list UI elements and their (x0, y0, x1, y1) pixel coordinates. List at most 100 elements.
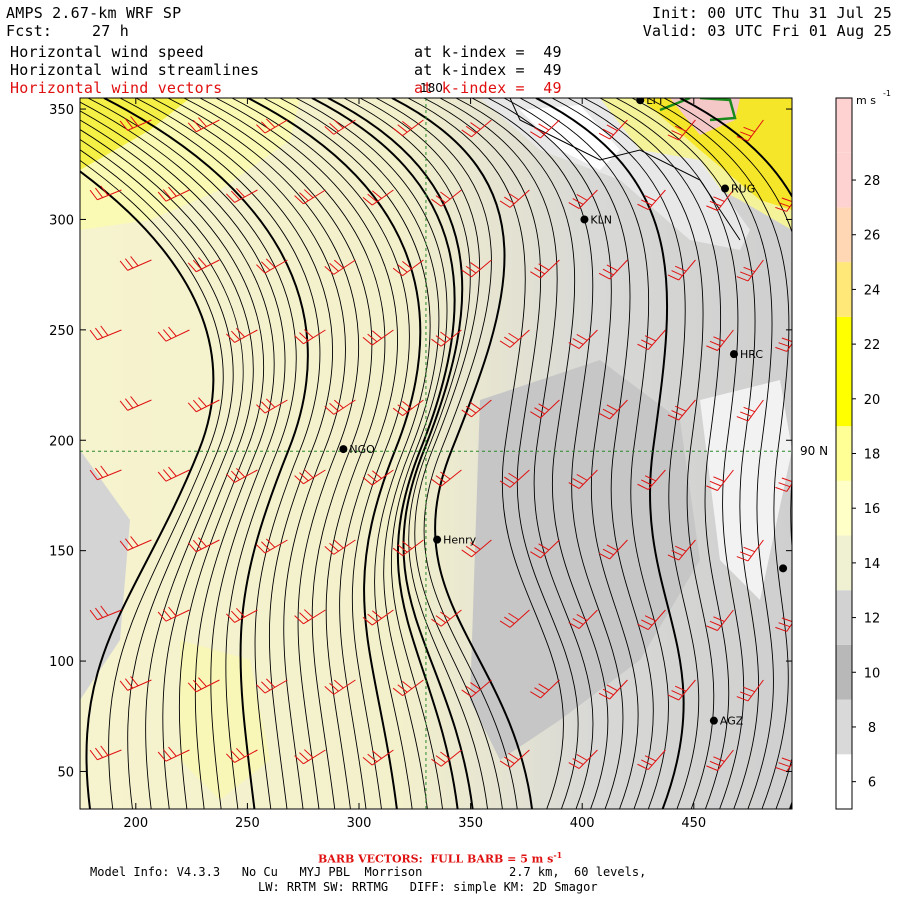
valid-time: Valid: 03 UTC Fri 01 Aug 25 (642, 22, 892, 40)
streamline (103, 98, 309, 809)
streamline (167, 98, 359, 809)
y-tick-label: 350 (49, 103, 74, 118)
wind-barb (225, 187, 258, 203)
colorbar-bin (836, 371, 852, 427)
x-tick-label: 350 (458, 816, 483, 831)
streamline (311, 98, 459, 809)
station-marker (709, 716, 718, 725)
streamline (199, 98, 386, 809)
stations: LTT RUG KLN HRC NGO Henry AGZ (339, 98, 788, 728)
colorbar-label: 24 (864, 283, 881, 298)
wind-barb (225, 607, 258, 623)
field-wind-speed-name: Horizontal wind speed (10, 43, 204, 61)
colorbar-label: 14 (864, 557, 881, 572)
streamline (663, 98, 792, 809)
wind-barb (530, 259, 560, 279)
wind-barb (187, 537, 220, 553)
station-label: Henry (443, 534, 477, 547)
y-tick-label: 300 (49, 213, 74, 228)
wind-barb (667, 399, 696, 421)
model-title: AMPS 2.67-km WRF SP (6, 4, 182, 22)
station-marker (779, 564, 788, 573)
station-label: HRC (740, 348, 763, 361)
wind-barb (667, 259, 696, 281)
y-tick-label: 200 (49, 434, 74, 449)
y-tick-label: 50 (57, 765, 74, 780)
wind-barb (530, 679, 560, 699)
colorbar-label: 18 (864, 448, 881, 463)
streamline (535, 98, 685, 809)
wind-barb (187, 117, 220, 133)
field-streamlines-name: Horizontal wind streamlines (10, 61, 260, 79)
streamline (247, 98, 422, 809)
wind-barb (157, 606, 190, 622)
streamlines (80, 98, 792, 809)
station-marker (339, 445, 348, 454)
streamline (80, 119, 264, 809)
station-marker (636, 98, 645, 105)
wind-barb (187, 257, 220, 273)
wind-barb (706, 329, 734, 351)
wind-barb (431, 749, 462, 767)
x-tick-label: 300 (347, 816, 372, 831)
wind-barb (431, 609, 462, 627)
wind-barb (119, 536, 152, 551)
colorbar-label: 8 (868, 721, 876, 736)
colorbar-label: 16 (864, 502, 881, 517)
streamline (407, 98, 564, 809)
streamline (567, 98, 715, 809)
wind-barb (362, 749, 394, 766)
field-vectors-level: at k-index = 49 (414, 79, 562, 97)
wind-barb (637, 329, 666, 351)
wind-barb (256, 118, 288, 134)
field-wind-speed-level: at k-index = 49 (414, 43, 562, 61)
wind-barb (119, 256, 152, 271)
wind-barb (392, 119, 424, 137)
wind-barb (530, 119, 560, 139)
streamline (135, 98, 333, 809)
colorbar-bin (836, 207, 852, 263)
wind-barb (256, 678, 288, 694)
streamline (80, 101, 286, 809)
wind-barb (294, 749, 326, 765)
station-marker (721, 184, 730, 193)
streamline (279, 98, 440, 809)
wind-barb (667, 539, 696, 561)
wind-barb (598, 539, 628, 560)
meridian-label: 180 (420, 81, 443, 95)
wind-barb (294, 189, 326, 205)
wind-barb (225, 327, 258, 343)
wind-barb (324, 259, 356, 275)
colorbar-label: 28 (864, 174, 881, 189)
wind-barb (775, 197, 792, 212)
wind-barb (324, 399, 356, 415)
barb-legend-exponent: -1 (553, 850, 563, 860)
colorbar-units-exponent: -1 (883, 89, 891, 98)
model-info: Model Info: V4.3.3 No Cu MYJ PBL Morriso… (90, 865, 647, 879)
wind-barb (392, 679, 424, 697)
streamline (583, 98, 730, 809)
colorbar-bin (836, 754, 852, 809)
streamline (80, 170, 215, 809)
wind-barb (598, 119, 628, 140)
wind-barb (187, 677, 220, 693)
streamline (615, 98, 759, 809)
barb-legend: BARB VECTORS: FULL BARB = 5 m s-1 (318, 850, 562, 866)
wind-barb (598, 259, 628, 280)
streamline (679, 98, 792, 809)
y-tick-label: 150 (49, 545, 74, 560)
wind-barb (499, 749, 530, 768)
wind-barb (736, 259, 764, 282)
wind-barb (157, 466, 190, 482)
colorbar-bin (836, 426, 852, 481)
wind-barb (530, 539, 560, 559)
wind-barb (806, 400, 832, 422)
streamline (151, 98, 346, 809)
wind-barb (157, 746, 190, 762)
wind-barb (568, 469, 598, 489)
wind-barb (362, 189, 394, 206)
streamline (439, 98, 594, 809)
wind-barb (806, 120, 832, 142)
streamline (183, 98, 373, 809)
